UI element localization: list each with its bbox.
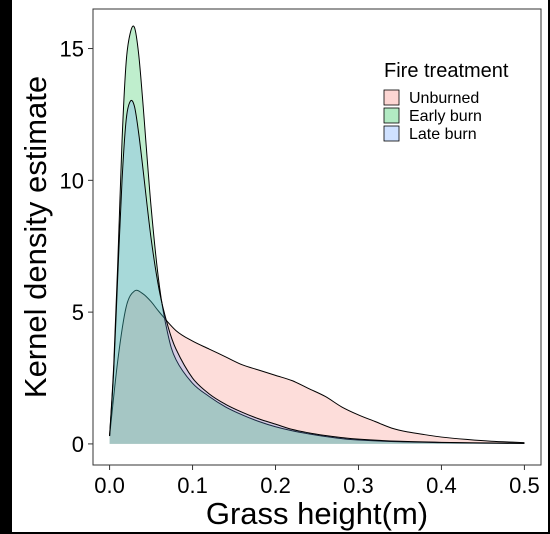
legend-key-early-burn	[383, 107, 400, 124]
x-tick-label: 0.1	[177, 473, 208, 498]
legend-label-early-burn: Early burn	[409, 108, 482, 125]
legend-label-unburned: Unburned	[409, 90, 479, 107]
legend-title: Fire treatment	[384, 60, 509, 82]
legend-label-late-burn: Late burn	[409, 126, 477, 143]
density-chart: 0.0 0.1 0.2 0.3 0.4 0.5 0 5 10 15 Grass height(m…	[18, 8, 542, 531]
x-tick-label: 0.4	[426, 473, 457, 498]
x-tick-label: 0.5	[509, 473, 540, 498]
y-tick-label: 15	[60, 37, 84, 62]
legend-key-late-burn	[383, 125, 400, 142]
density-areas	[109, 25, 525, 444]
y-tick-label: 10	[60, 168, 84, 193]
x-tick-label: 0.0	[94, 473, 125, 498]
x-tick-label: 0.3	[343, 473, 374, 498]
density-line-late-burn	[109, 99, 525, 444]
y-axis-title: Kernel density estimate	[18, 76, 53, 398]
y-axis: 0 5 10 15	[60, 37, 93, 457]
density-line-early-burn	[109, 25, 525, 444]
chart-frame: 0.0 0.1 0.2 0.3 0.4 0.5 0 5 10 15 Grass height(m…	[12, 0, 548, 532]
x-tick-label: 0.2	[260, 473, 291, 498]
density-area-early-burn	[109, 25, 525, 444]
x-axis: 0.0 0.1 0.2 0.3 0.4 0.5	[94, 465, 540, 498]
x-axis-title: Grass height(m)	[206, 496, 428, 531]
density-line-unburned	[109, 289, 525, 444]
y-tick-label: 0	[72, 432, 84, 457]
y-tick-label: 5	[72, 300, 84, 325]
legend-key-unburned	[383, 89, 400, 106]
density-area-unburned	[109, 290, 525, 444]
plot-panel-border	[92, 8, 542, 466]
density-area-late-burn	[109, 100, 525, 444]
